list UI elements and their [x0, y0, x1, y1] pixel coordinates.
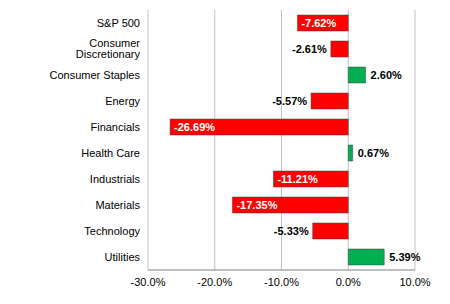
svg-text:ConsumerDiscretionary: ConsumerDiscretionary [76, 37, 141, 60]
svg-text:Utilities: Utilities [105, 251, 141, 263]
svg-text:-26.69%: -26.69% [174, 121, 215, 133]
svg-text:5.39%: 5.39% [389, 251, 420, 263]
svg-text:-5.33%: -5.33% [274, 225, 309, 237]
svg-text:2.60%: 2.60% [371, 69, 402, 81]
svg-text:0.0%: 0.0% [336, 276, 361, 288]
svg-text:Consumer Staples: Consumer Staples [50, 69, 141, 81]
svg-text:Industrials: Industrials [90, 173, 141, 185]
svg-text:0.67%: 0.67% [358, 147, 389, 159]
svg-text:-5.57%: -5.57% [272, 95, 307, 107]
svg-text:10.0%: 10.0% [399, 276, 430, 288]
svg-text:-11.21%: -11.21% [277, 173, 318, 185]
svg-text:-7.62%: -7.62% [301, 17, 336, 29]
svg-text:Health Care: Health Care [81, 147, 140, 159]
svg-text:Financials: Financials [90, 121, 140, 133]
svg-text:Energy: Energy [105, 95, 140, 107]
svg-text:-10.0%: -10.0% [264, 276, 299, 288]
svg-text:-30.0%: -30.0% [131, 276, 166, 288]
svg-text:Technology: Technology [84, 225, 140, 237]
svg-text:-2.61%: -2.61% [292, 43, 327, 55]
svg-text:Materials: Materials [95, 199, 140, 211]
svg-text:S&P 500: S&P 500 [97, 17, 140, 29]
svg-text:-20.0%: -20.0% [197, 276, 232, 288]
svg-text:-17.35%: -17.35% [236, 199, 277, 211]
